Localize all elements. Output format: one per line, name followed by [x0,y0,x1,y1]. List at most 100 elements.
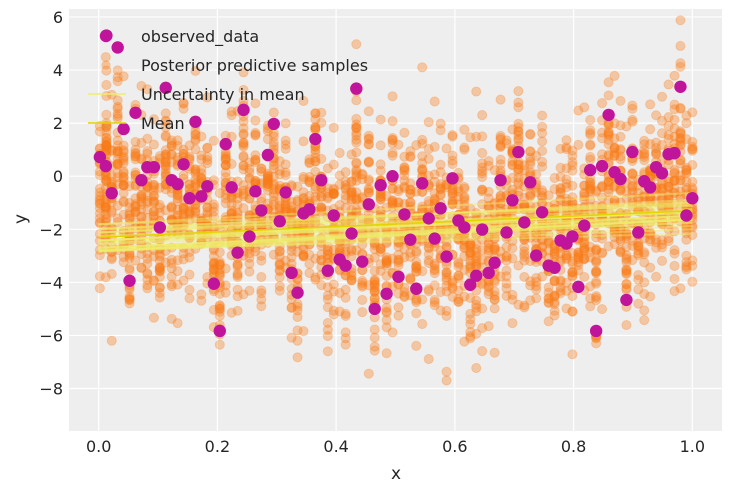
posterior-sample-point [423,249,434,260]
posterior-sample-point [178,144,189,155]
posterior-sample-point [363,368,374,379]
posterior-sample-point [268,190,279,202]
posterior-sample-point [166,263,177,274]
posterior-sample-point [118,147,129,158]
posterior-sample-point [112,101,123,112]
posterior-sample-point [100,175,111,187]
posterior-sample-point [256,294,267,305]
posterior-sample-point [226,193,237,204]
posterior-sample-point [663,79,674,90]
posterior-sample-point [214,259,225,271]
posterior-sample-point [393,310,404,321]
posterior-sample-point [262,175,273,186]
posterior-sample-point [190,174,201,185]
posterior-sample-point [292,352,303,363]
posterior-sample-point [369,324,380,335]
posterior-sample-point [232,268,243,279]
observed-data-point [321,264,335,277]
posterior-sample-point [244,209,255,221]
posterior-sample-point [471,86,482,97]
posterior-sample-point [459,181,470,193]
posterior-sample-point [274,200,285,212]
posterior-sample-point [106,207,117,218]
observed-data-point [105,186,118,200]
posterior-sample-point [381,348,392,359]
posterior-sample-point [304,239,315,250]
posterior-sample-point [220,149,231,160]
posterior-sample-point [202,232,213,244]
posterior-sample-point [160,245,171,257]
posterior-sample-point [196,237,207,248]
posterior-sample-point [268,233,279,245]
posterior-sample-point [639,249,650,260]
posterior-sample-point [429,294,440,306]
posterior-sample-point [172,279,183,290]
posterior-sample-point [304,232,315,243]
posterior-sample-point [100,217,111,228]
observed-data-point [237,103,250,117]
posterior-sample-point [160,164,171,175]
posterior-sample-point [268,178,279,189]
posterior-sample-point [130,193,141,204]
posterior-sample-point [112,110,123,122]
posterior-sample-point [214,256,225,267]
posterior-sample-point [226,106,237,117]
posterior-sample-point [112,108,123,119]
x-tick-label: 0.8 [561,437,586,456]
posterior-sample-point [639,277,650,288]
posterior-sample-point [351,158,362,169]
posterior-sample-point [101,132,112,144]
posterior-sample-point [292,181,303,192]
posterior-sample-point [208,235,219,247]
observed-data-point [578,219,591,232]
posterior-sample-point [202,206,213,218]
posterior-sample-point [101,213,112,224]
posterior-sample-point [220,211,231,223]
posterior-sample-point [208,243,219,254]
posterior-sample-point [130,147,141,158]
posterior-sample-point [184,179,195,190]
posterior-sample-point [208,135,219,146]
posterior-sample-point [154,207,165,218]
posterior-sample-point [280,255,291,266]
observed-data-point [686,192,699,205]
observed-data-point [123,274,136,287]
posterior-sample-point [417,62,428,73]
posterior-sample-point [118,151,129,162]
observed-data-point [506,194,519,207]
posterior-sample-point [513,130,524,141]
posterior-sample-point [322,294,333,305]
posterior-sample-point [124,291,135,302]
posterior-sample-point [94,217,105,228]
observed-data-point [183,192,196,205]
posterior-sample-point [603,90,614,101]
posterior-sample-point [256,234,267,245]
posterior-sample-point [118,153,129,164]
posterior-sample-point [232,220,243,231]
posterior-sample-point [166,149,177,160]
observed-data-point [356,255,369,268]
posterior-sample-point [280,206,291,217]
posterior-sample-point [136,211,147,222]
posterior-sample-point [214,301,225,312]
posterior-sample-point [537,156,548,167]
posterior-sample-point [196,215,207,226]
posterior-sample-point [118,155,129,166]
posterior-sample-point [136,80,147,92]
posterior-sample-point [280,118,291,129]
posterior-sample-point [304,171,315,183]
posterior-sample-point [112,200,123,211]
posterior-sample-point [585,125,596,136]
posterior-sample-point [417,134,428,145]
posterior-sample-point [411,308,422,319]
posterior-sample-point [202,142,213,153]
posterior-sample-point [268,180,279,191]
posterior-sample-point [154,244,165,255]
posterior-sample-point [232,270,243,281]
posterior-sample-point [417,294,428,305]
posterior-sample-point [106,335,117,346]
posterior-sample-point [136,221,147,232]
posterior-sample-point [244,213,255,224]
posterior-sample-point [136,137,147,148]
posterior-sample-point [244,252,255,263]
